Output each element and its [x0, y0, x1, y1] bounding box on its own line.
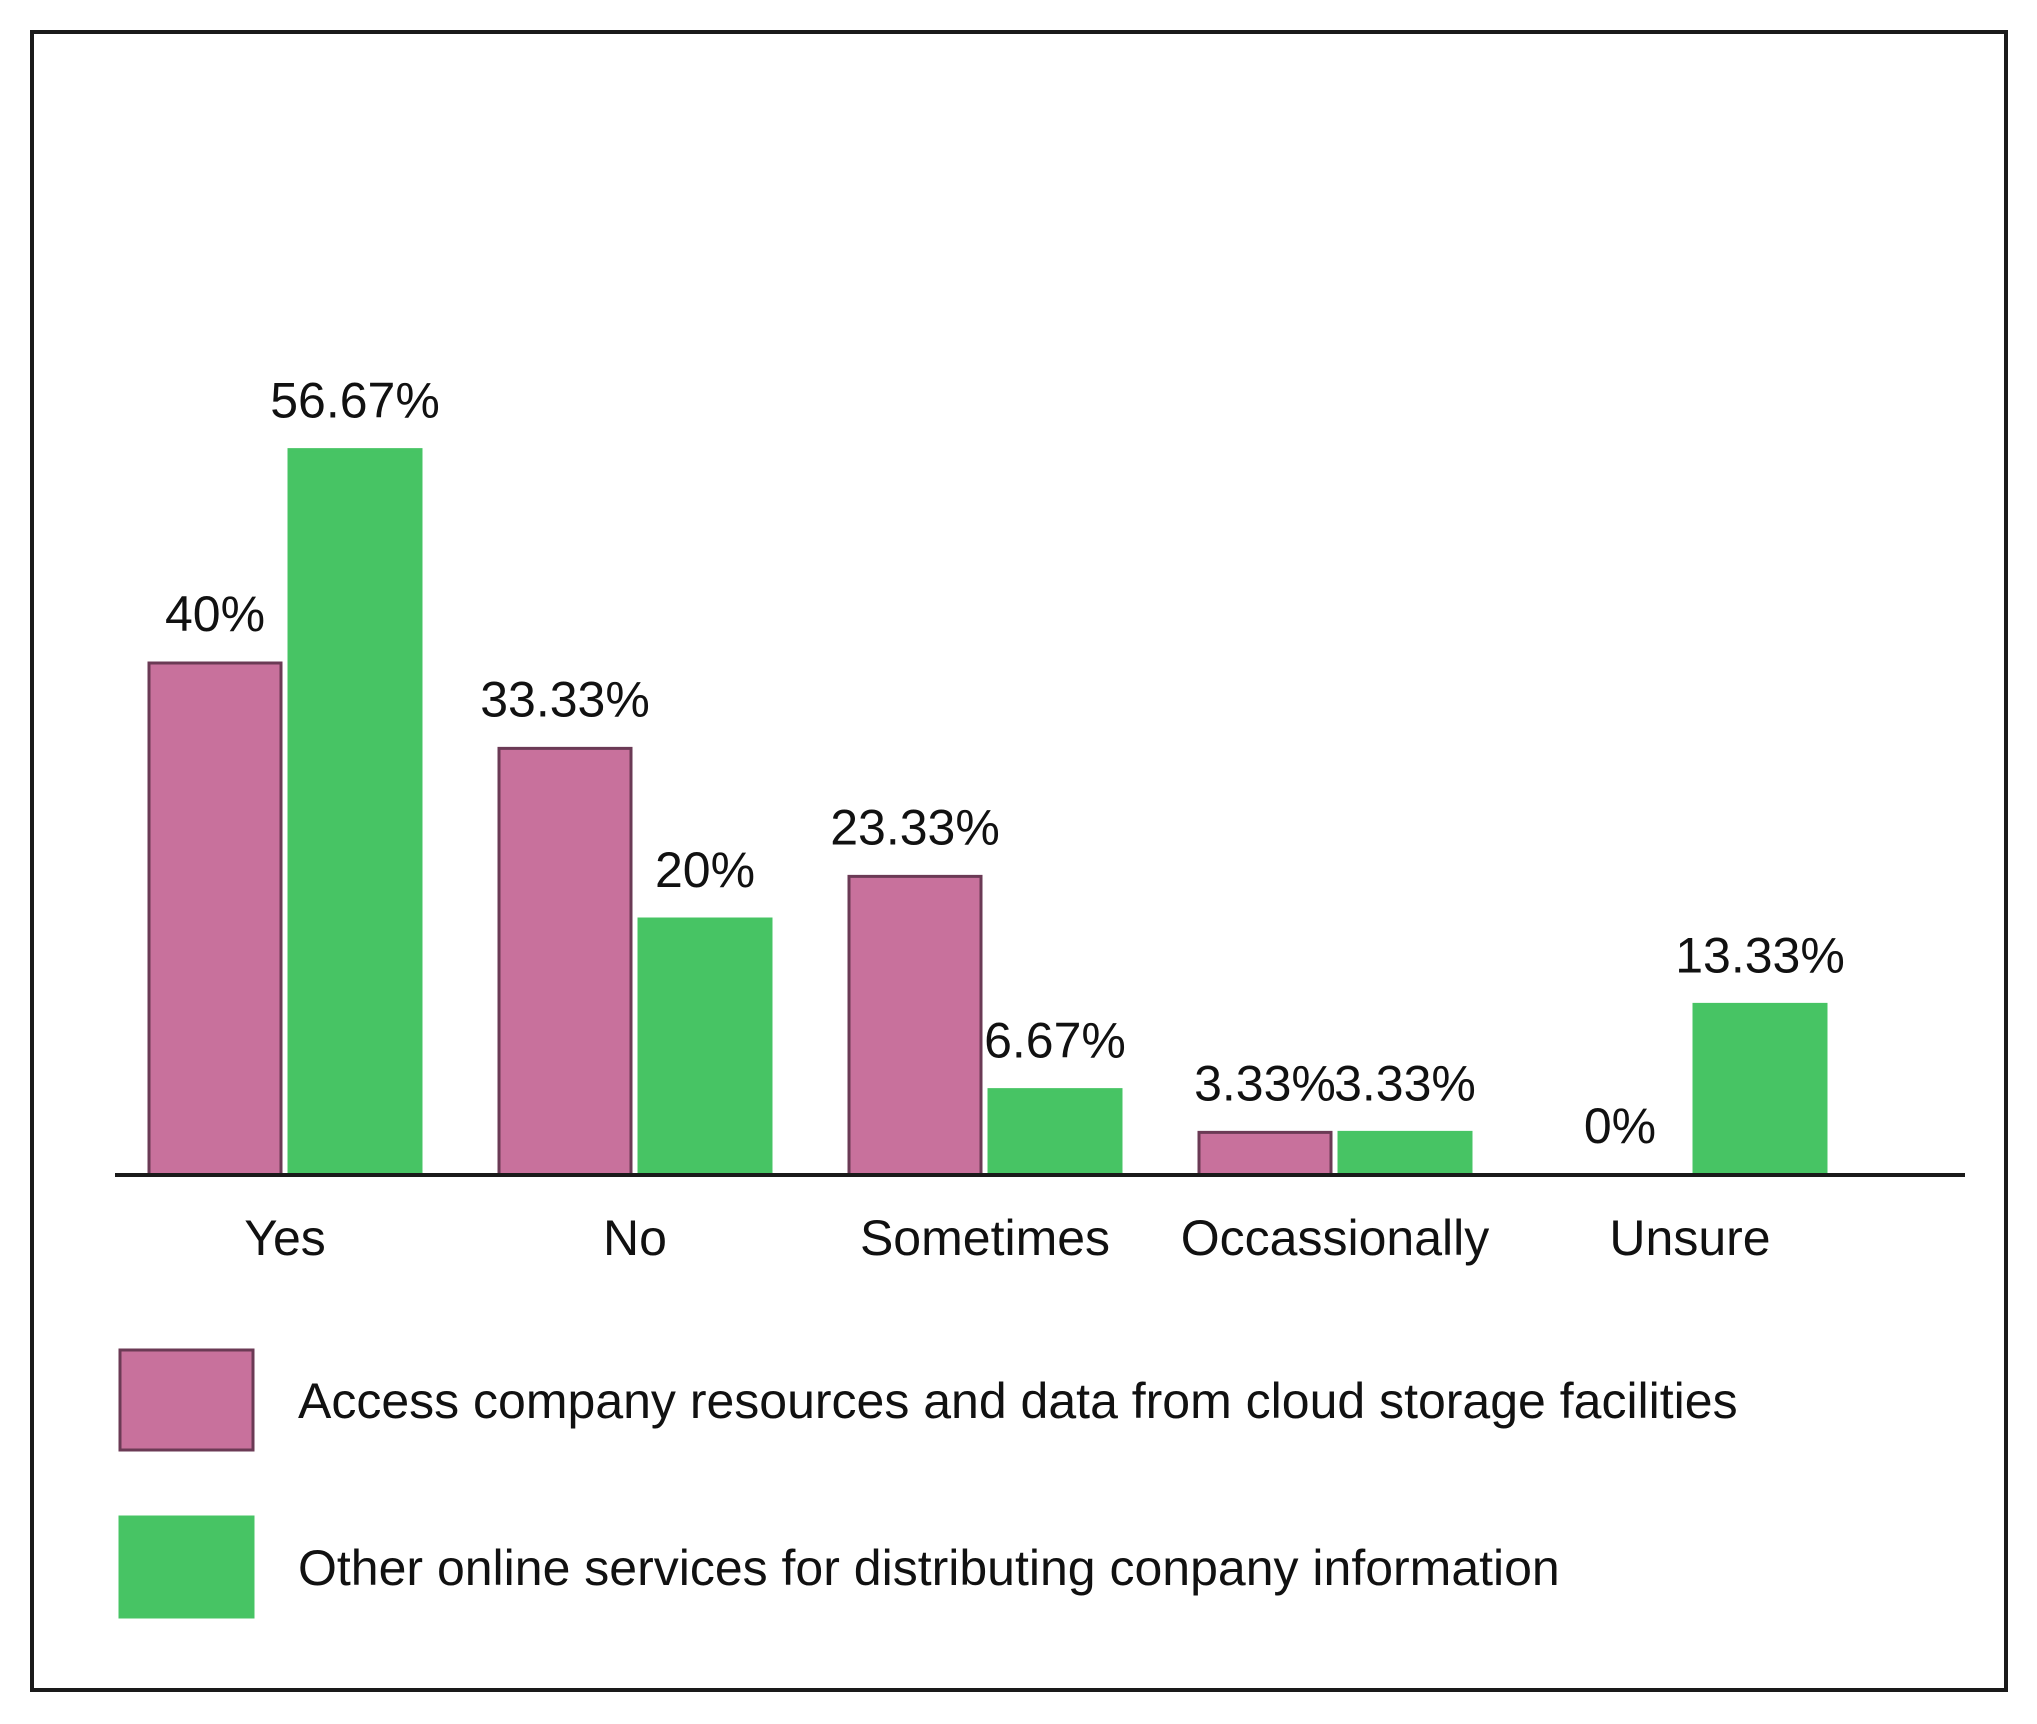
x-tick-label-yes: Yes — [244, 1210, 326, 1266]
value-label-sometimes-series-2: 6.67% — [984, 1013, 1126, 1069]
value-label-occassionally-series-2: 3.33% — [1334, 1055, 1476, 1111]
bar-sometimes-series-2 — [987, 1088, 1123, 1177]
legend-swatch-series-2 — [118, 1515, 255, 1619]
bar-occassionally-series-2 — [1337, 1130, 1473, 1177]
x-tick-label-occassionally: Occassionally — [1181, 1210, 1489, 1266]
value-labels-layer: 40% 56.67% 33.33% 20% 23.33% 6.67% 3.33%3.33% 0… — [165, 373, 1845, 1154]
x-tick-labels: Yes No Sometimes Occassionally Unsure — [244, 1210, 1770, 1266]
legend: Access company resources and data from c… — [118, 1348, 1738, 1619]
value-label-unsure-series-1: 0% — [1584, 1098, 1656, 1154]
value-label-yes-series-1: 40% — [165, 586, 265, 642]
value-label-sometimes-series-1: 23.33% — [830, 799, 1000, 855]
x-tick-label-sometimes: Sometimes — [860, 1210, 1110, 1266]
legend-label-series-2: Other online services for distributing c… — [298, 1540, 1560, 1596]
bar-yes-series-1 — [147, 661, 283, 1177]
bar-occassionally-series-1 — [1197, 1130, 1333, 1177]
bar-no-series-1 — [497, 746, 633, 1177]
bars-layer — [147, 448, 1828, 1177]
x-tick-label-unsure: Unsure — [1609, 1210, 1770, 1266]
value-label-yes-series-2: 56.67% — [270, 373, 440, 429]
value-label-no-series-2: 20% — [655, 842, 755, 898]
value-label-no-series-1: 33.33% — [480, 671, 650, 727]
bar-yes-series-2 — [287, 448, 423, 1177]
value-label-occassionally-series-1: 3.33% — [1194, 1055, 1336, 1111]
value-label-unsure-series-2: 13.33% — [1675, 927, 1845, 983]
bar-no-series-2 — [637, 917, 773, 1177]
x-tick-label-no: No — [603, 1210, 667, 1266]
bar-unsure-series-2 — [1692, 1002, 1828, 1177]
legend-swatch-series-1 — [118, 1348, 255, 1452]
legend-label-series-1: Access company resources and data from c… — [298, 1373, 1738, 1429]
bar-sometimes-series-1 — [847, 874, 983, 1177]
